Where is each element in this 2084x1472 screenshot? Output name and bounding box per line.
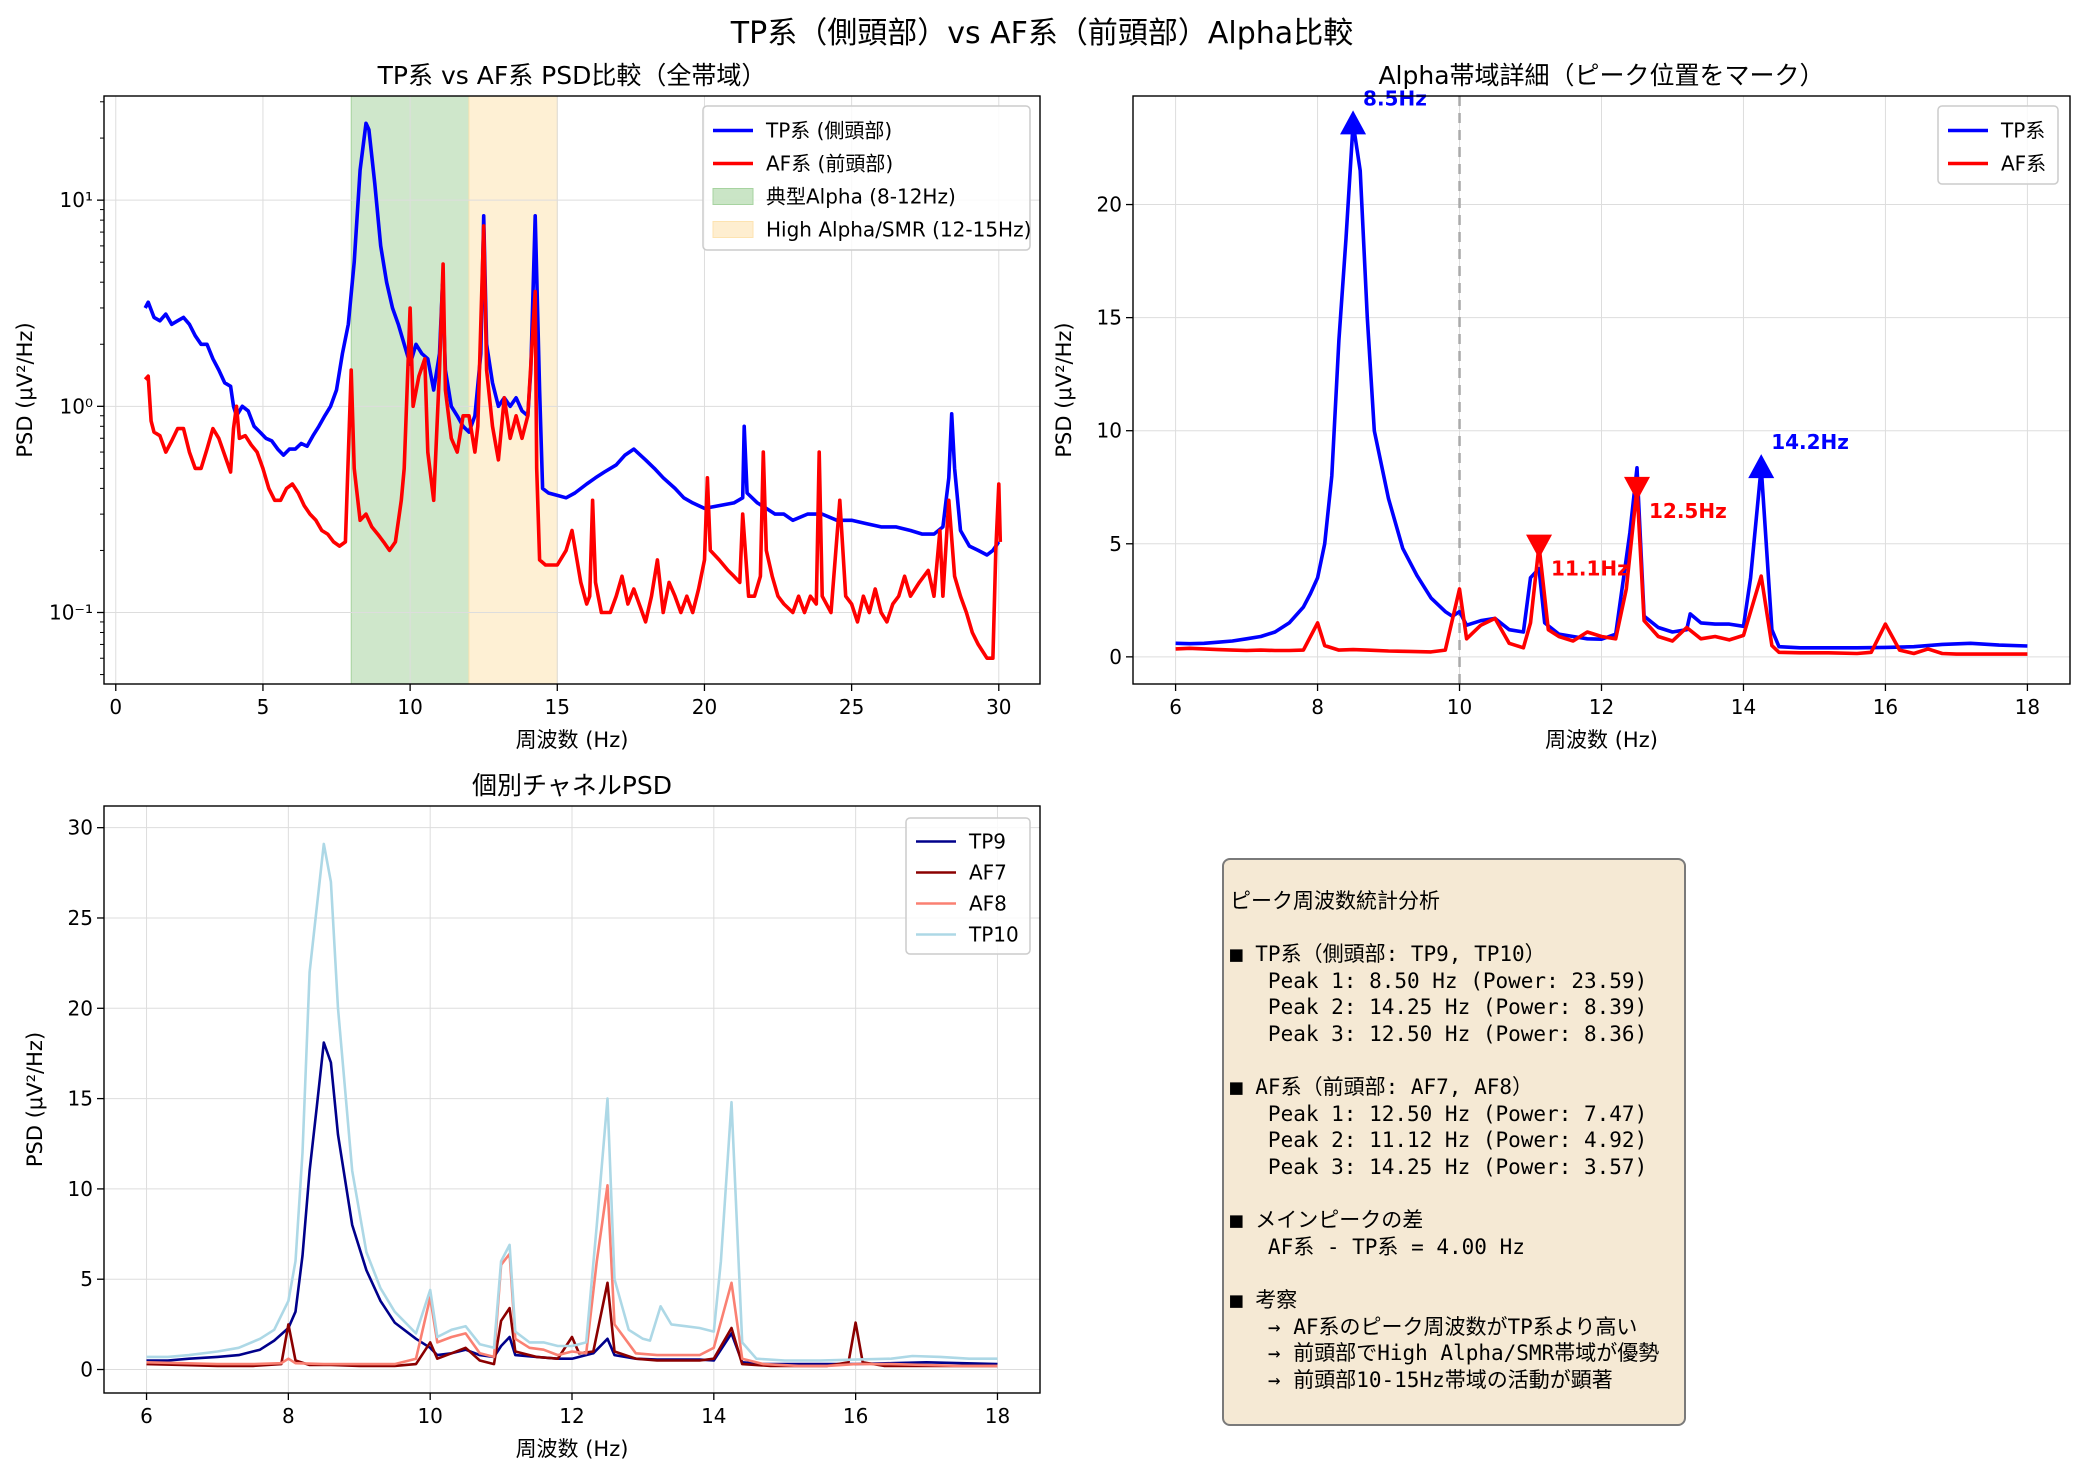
band-12-15 (468, 95, 558, 685)
legend-label: AF系 (前頭部) (766, 152, 893, 176)
legend-label: AF8 (969, 892, 1007, 916)
legend-label: TP系 (2000, 119, 2045, 143)
y-tick-label: 15 (1097, 306, 1122, 330)
peak-label-8.5Hz: 8.5Hz (1363, 86, 1427, 110)
y-tick-label: 5 (1109, 532, 1122, 556)
peak-statistics-text: ピーク周波数統計分析 ■ TP系（側頭部: TP9, TP10） Peak 1:… (1230, 889, 1660, 1392)
chart-channel_psd: 6 8 10 12 14 16 18 0 5 10 15 20 25 30 個別チャネルPSD 周波数 (Hz… (23, 771, 1041, 1461)
y-axis-label: PSD (μV²/Hz) (23, 1032, 47, 1167)
legend: TP9 AF7 AF8 TP10 (905, 817, 1031, 955)
x-tick-label: 18 (2015, 695, 2040, 719)
legend-label: AF7 (969, 861, 1007, 885)
legend-frame (702, 105, 1031, 251)
x-axis-label: 周波数 (Hz) (1545, 728, 1658, 752)
series-line-AF8 (146, 1184, 998, 1368)
series-line-AF系 (1175, 486, 2028, 656)
x-axis-label: 周波数 (Hz) (516, 728, 629, 752)
peak-label-14.2Hz: 14.2Hz (1771, 430, 1849, 454)
y-tick-label: 0 (1109, 645, 1122, 669)
peak-label-11.1Hz: 11.1Hz (1551, 557, 1629, 581)
y-tick-label: 25 (68, 906, 93, 930)
x-tick-label: 8 (1311, 695, 1324, 719)
x-tick-label: 5 (257, 695, 270, 719)
series-line-TP10 (146, 842, 998, 1362)
axes-title: 個別チャネルPSD (472, 771, 672, 800)
x-tick-label: 16 (843, 1404, 868, 1428)
peak-statistics-box: ピーク周波数統計分析 ■ TP系（側頭部: TP9, TP10） Peak 1:… (1222, 858, 1686, 1426)
x-tick-label: 14 (1731, 695, 1756, 719)
x-tick-label: 12 (559, 1404, 584, 1428)
y-tick-label: 5 (80, 1267, 93, 1291)
legend-label: High Alpha/SMR (12-15Hz) (766, 218, 1031, 242)
x-tick-label: 16 (1873, 695, 1898, 719)
y-tick-label: 10¹ (60, 188, 93, 212)
y-tick-label: 10 (68, 1177, 93, 1201)
x-tick-label: 6 (140, 1404, 153, 1428)
figure-title: TP系（側頭部）vs AF系（前頭部）Alpha比較 (730, 16, 1354, 51)
axes-title: TP系 vs AF系 PSD比較（全帯域） (377, 61, 767, 90)
legend-label: TP9 (968, 830, 1006, 854)
y-tick-label: 10⁻¹ (49, 601, 93, 625)
peak-label-12.5Hz: 12.5Hz (1649, 499, 1727, 523)
chart-alpha_detail: 8.5Hz 14.2Hz 11.1Hz 12.5Hz 6 8 10 12 14 16 18 0 5 10 1… (1052, 61, 2071, 752)
axes-frame (103, 95, 1041, 685)
peak-marker-14.2Hz (1748, 454, 1775, 479)
x-tick-label: 0 (109, 695, 122, 719)
y-tick-label: 30 (68, 816, 93, 840)
legend-label: TP10 (968, 923, 1019, 947)
series-line-AF系 (前頭部) (143, 224, 1003, 660)
x-axis-label: 周波数 (Hz) (516, 1437, 629, 1461)
peak-marker-12.5Hz (1623, 476, 1650, 501)
x-tick-label: 15 (545, 695, 570, 719)
legend-label: 典型Alpha (8-12Hz) (766, 185, 956, 209)
legend-frame (905, 817, 1031, 955)
y-axis-label: PSD (μV²/Hz) (13, 322, 37, 457)
y-tick-label: 10 (1097, 419, 1122, 443)
x-tick-label: 10 (417, 1404, 442, 1428)
x-tick-label: 6 (1169, 695, 1182, 719)
chart-psd_full: 0 5 10 15 20 25 30 10¹ 10⁰ 10⁻¹ TP系 vs AF系 PSD比較（全… (13, 61, 1041, 752)
legend-label: TP系 (側頭部) (765, 119, 892, 143)
peak-marker-11.1Hz (1526, 534, 1553, 559)
legend-swatch-patch (712, 188, 754, 205)
axes-title: Alpha帯域詳細（ピーク位置をマーク） (1378, 61, 1824, 90)
legend-label: AF系 (2001, 152, 2046, 176)
peak-marker-8.5Hz (1340, 110, 1367, 135)
legend: TP系 (側頭部) AF系 (前頭部) 典型Alpha (8-12Hz) High A… (702, 105, 1031, 251)
x-tick-label: 30 (986, 695, 1011, 719)
x-tick-label: 10 (1447, 695, 1472, 719)
x-tick-label: 25 (839, 695, 864, 719)
x-tick-label: 20 (692, 695, 717, 719)
legend-swatch-patch (712, 221, 754, 238)
x-tick-label: 12 (1589, 695, 1614, 719)
y-tick-label: 0 (80, 1358, 93, 1382)
y-tick-label: 20 (68, 996, 93, 1020)
x-tick-label: 8 (282, 1404, 295, 1428)
x-tick-label: 14 (701, 1404, 726, 1428)
x-tick-label: 18 (985, 1404, 1010, 1428)
x-tick-label: 10 (397, 695, 422, 719)
y-tick-label: 10⁰ (60, 394, 93, 418)
y-tick-label: 15 (68, 1087, 93, 1111)
y-axis-label: PSD (μV²/Hz) (1052, 322, 1076, 457)
legend: TP系 AF系 (1937, 105, 2059, 185)
y-tick-label: 20 (1097, 193, 1122, 217)
series-line-TP系 (1175, 121, 2028, 650)
